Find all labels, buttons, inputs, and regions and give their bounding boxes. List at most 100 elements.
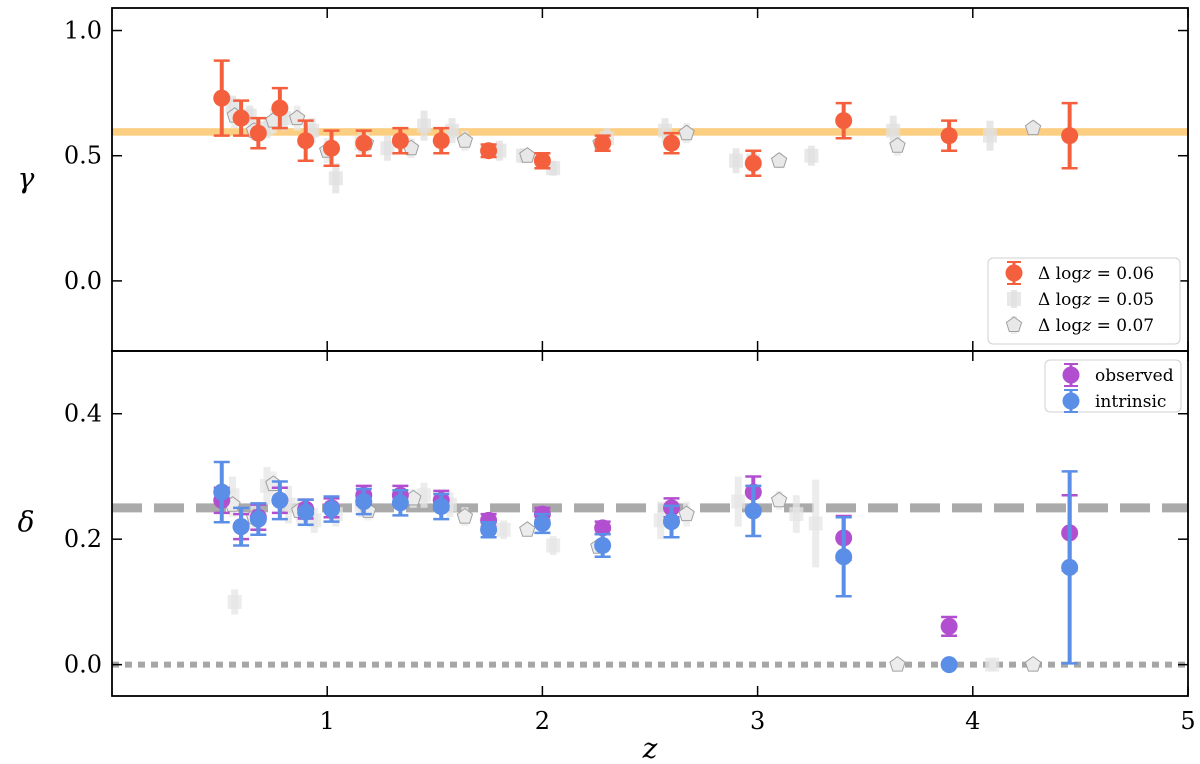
data-point (940, 617, 958, 635)
legend-marker (1007, 292, 1021, 306)
data-point (835, 112, 853, 130)
legend-item: Δ logz = 0.05 (1007, 290, 1154, 310)
data-point (889, 137, 906, 153)
series-series-1 (225, 95, 998, 194)
data-point (380, 141, 395, 156)
legend-label: Δ logz = 0.07 (1038, 316, 1154, 336)
data-point (678, 505, 695, 522)
y-tick-label: 1.0 (64, 17, 102, 45)
data-point (271, 491, 289, 509)
data-point (1061, 558, 1079, 576)
data-point (983, 128, 998, 143)
y-tick-label: 0.4 (64, 400, 102, 428)
data-point (271, 99, 289, 117)
series-series-3 (224, 471, 1042, 672)
data-point (496, 522, 511, 537)
data-point (227, 594, 242, 609)
data-point (533, 515, 551, 532)
plot-area (112, 460, 1188, 674)
data-point (533, 152, 551, 170)
y-axis-label: δ (18, 506, 35, 539)
y-tick-label: 0.5 (64, 142, 102, 170)
legend-marker (1005, 316, 1023, 332)
data-point (731, 494, 746, 509)
data-point (323, 139, 341, 157)
data-point (678, 124, 695, 141)
data-point (889, 655, 906, 672)
x-tick-label: 5 (1180, 707, 1195, 735)
data-point (1024, 119, 1042, 136)
data-point (804, 148, 819, 163)
legend-marker (1062, 392, 1080, 410)
x-tick-label: 4 (965, 707, 980, 735)
data-point (1024, 655, 1042, 672)
data-point (249, 510, 267, 528)
data-point (456, 132, 474, 148)
series-series-0 (213, 59, 1079, 177)
data-point (519, 147, 536, 163)
data-point (744, 502, 762, 520)
legend-item: intrinsic (1062, 389, 1166, 413)
x-tick-label: 3 (750, 707, 765, 735)
y-tick-label: 0.0 (64, 267, 102, 295)
x-axis-label: z (642, 732, 658, 764)
legend-item: observed (1062, 363, 1174, 387)
legend: Δ logz = 0.06 Δ logz = 0.05 Δ logz = 0.07 (987, 257, 1181, 345)
data-point (744, 154, 762, 172)
legend-label: intrinsic (1095, 392, 1166, 412)
x-tick-label: 1 (320, 707, 335, 735)
data-point (519, 521, 536, 537)
plot-area (112, 59, 1188, 194)
data-point (391, 494, 409, 512)
data-point (456, 507, 474, 524)
data-point (594, 536, 612, 554)
data-point (355, 134, 373, 152)
legend-label: Δ logz = 0.05 (1038, 290, 1154, 310)
reference-band (112, 128, 1188, 136)
panel-gamma: 0.00.51.0γΔ logz = 0.06Δ logz = 0.05Δ lo… (18, 7, 1189, 352)
data-point (249, 124, 267, 142)
data-point (663, 134, 681, 152)
data-point (232, 518, 250, 536)
data-point (480, 142, 498, 160)
legend-box (987, 257, 1181, 345)
data-point (297, 132, 315, 150)
data-point (770, 152, 788, 168)
y-axis-label: γ (18, 162, 35, 195)
legend: observed intrinsic (1044, 359, 1182, 413)
data-point (770, 491, 788, 508)
data-point (323, 500, 341, 518)
data-point (940, 656, 958, 674)
data-point (391, 132, 409, 150)
panel-delta: 1 2 3 4 5 0.0 0.2 0.4 δ z observed intrinsic (18, 350, 1196, 764)
series-observed (213, 475, 1079, 638)
data-point (288, 109, 306, 126)
y-tick-label: 0.0 (64, 651, 102, 679)
data-point (594, 519, 612, 537)
data-point (213, 483, 231, 501)
data-point (663, 513, 681, 531)
data-point (886, 123, 901, 138)
data-point (940, 127, 958, 145)
data-point (213, 89, 231, 107)
data-point (546, 538, 561, 553)
data-point (232, 109, 250, 127)
data-point (297, 503, 315, 521)
legend-item: Δ logz = 0.07 (1005, 316, 1154, 336)
data-point (729, 153, 744, 168)
data-point (417, 118, 432, 133)
data-point (417, 488, 432, 503)
data-point (432, 132, 450, 150)
legend-marker (1005, 264, 1023, 282)
data-point (594, 134, 612, 152)
y-tick-label: 0.2 (64, 525, 102, 553)
data-point (808, 516, 823, 531)
series-series-2 (225, 467, 1000, 672)
legend-label: observed (1095, 366, 1174, 386)
legend-item: Δ logz = 0.06 (1005, 261, 1154, 285)
axes-frame (111, 350, 1189, 697)
data-point (835, 548, 853, 566)
legend-marker (1062, 366, 1080, 384)
data-point (1061, 127, 1079, 145)
